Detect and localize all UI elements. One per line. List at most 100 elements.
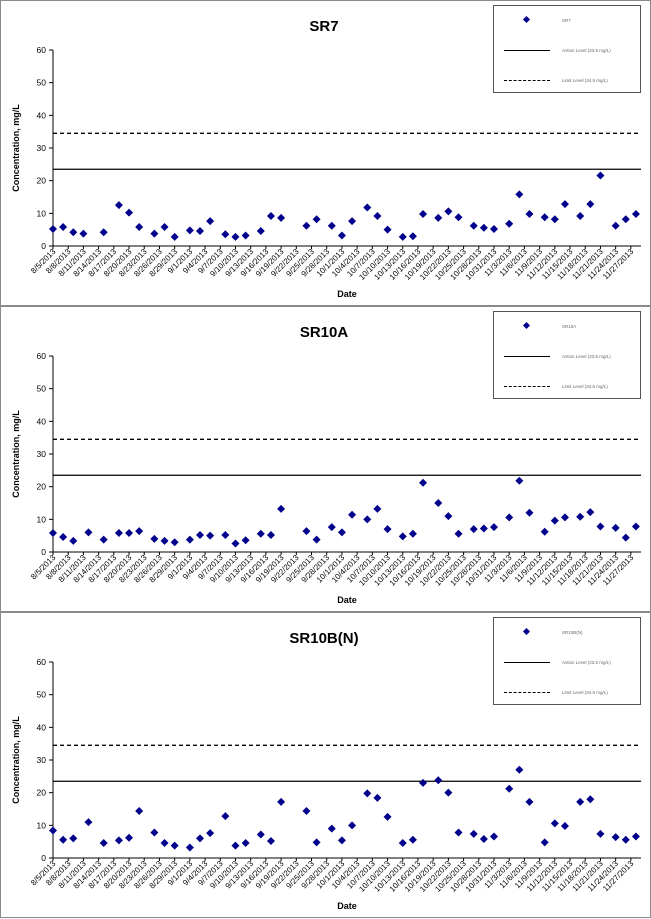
y-tick-label: 30 [37, 449, 47, 459]
data-point [79, 229, 88, 238]
legend-label: SR7 [562, 18, 571, 23]
data-point [266, 837, 275, 846]
data-point [444, 512, 453, 521]
data-point [49, 826, 57, 835]
y-tick-label: 10 [37, 820, 47, 830]
legend-item-series: SR7 [504, 15, 634, 27]
data-point [363, 789, 372, 798]
data-point [327, 523, 336, 532]
data-point [312, 215, 321, 224]
y-tick-label: 20 [37, 788, 47, 798]
data-point [540, 213, 549, 222]
data-point [231, 539, 240, 548]
y-tick-label: 20 [37, 176, 47, 186]
data-point [454, 828, 463, 837]
data-point [576, 512, 585, 521]
data-point [114, 201, 123, 210]
data-point [505, 219, 514, 228]
data-point [160, 838, 169, 847]
x-axis-label: Date [337, 595, 357, 605]
data-point [69, 536, 78, 545]
data-point [515, 765, 524, 774]
data-point [515, 476, 524, 485]
data-point [170, 841, 179, 850]
data-point [479, 835, 488, 844]
y-tick-label: 60 [37, 351, 47, 361]
data-point [185, 843, 194, 852]
data-point [114, 529, 123, 538]
data-point [525, 209, 534, 218]
data-point [49, 529, 57, 538]
data-point [454, 213, 463, 222]
data-point [312, 535, 321, 544]
data-point [576, 797, 585, 806]
legend-item-action-level: Action Level (23.5 mg/L) [504, 351, 634, 363]
data-point [490, 832, 498, 841]
data-point [241, 838, 250, 847]
y-tick-label: 50 [37, 78, 47, 88]
chart-panel-sr10a: SR10A 0 10 20 30 40 50 60 8/5/2013 8/8/2013 8/11/2… [0, 306, 651, 612]
data-point [125, 529, 134, 538]
y-tick-label: 0 [41, 547, 46, 557]
legend-label: Limit Level (34.5 mg/L) [562, 690, 608, 695]
data-point [586, 200, 595, 209]
data-point [550, 819, 559, 828]
x-axis-label: Date [337, 289, 357, 299]
y-tick-label: 30 [37, 755, 47, 765]
data-point [560, 513, 569, 522]
data-point [631, 209, 640, 218]
data-point [196, 531, 204, 540]
chart-panel-sr7: SR7 0 10 20 30 40 50 60 8/5/2013 8/8/2013 8/11/201… [0, 0, 651, 306]
data-point [160, 223, 169, 232]
legend-label: Limit Level (34.5 mg/L) [562, 384, 608, 389]
data-point [444, 207, 453, 216]
data-point [206, 217, 215, 226]
chart-title: SR10A [300, 324, 349, 341]
legend-item-series: SR10A [504, 321, 634, 333]
data-point [114, 836, 123, 845]
data-point [125, 833, 134, 842]
data-point [256, 226, 265, 235]
data-point [490, 523, 498, 532]
data-point [302, 527, 311, 536]
legend-label: Action Level (23.5 mg/L) [562, 48, 611, 53]
data-point [150, 229, 159, 238]
data-point [505, 784, 514, 793]
data-point [631, 832, 640, 841]
data-point [454, 529, 463, 538]
data-point [586, 795, 595, 804]
data-point [302, 221, 311, 230]
data-point [596, 522, 605, 531]
data-point [586, 508, 595, 517]
y-tick-label: 50 [37, 690, 47, 700]
data-point [419, 778, 428, 787]
data-point [621, 533, 630, 542]
data-point [277, 213, 286, 222]
data-point [550, 516, 559, 525]
legend-item-limit-level: Limit Level (34.5 mg/L) [504, 75, 634, 87]
y-tick-label: 40 [37, 110, 47, 120]
data-point [84, 528, 93, 537]
legend-item-action-level: Action Level (23.5 mg/L) [504, 657, 634, 669]
chart-svg: SR10B(N)01020304050608/5/20138/8/20138/1… [11, 630, 641, 911]
data-point [266, 531, 275, 540]
data-point [398, 838, 407, 847]
data-point [59, 223, 68, 232]
data-point [266, 211, 275, 220]
data-point [525, 797, 534, 806]
data-point [373, 793, 382, 802]
data-point [185, 226, 194, 235]
data-point [277, 504, 286, 513]
data-point [221, 812, 230, 821]
data-point [540, 838, 549, 847]
y-tick-label: 60 [37, 45, 47, 55]
legend-label: Limit Level (34.5 mg/L) [562, 78, 608, 83]
y-axis-label: Concentration, mg/L [11, 410, 21, 498]
y-tick-label: 40 [37, 416, 47, 426]
y-tick-label: 50 [37, 384, 47, 394]
data-point [383, 225, 392, 234]
data-point [135, 527, 144, 536]
data-point [135, 223, 144, 232]
data-point [348, 217, 357, 226]
data-point [150, 828, 159, 837]
